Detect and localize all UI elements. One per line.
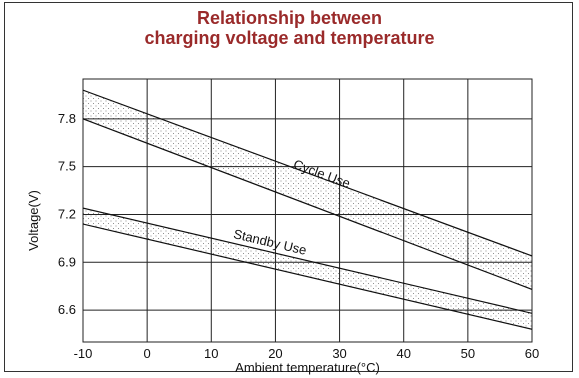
series-line-standby-use-upper [83, 207, 532, 314]
chart-title-line2: charging voltage and temperature [144, 28, 435, 48]
band-fill-standby-use [83, 208, 532, 330]
chart-title: Relationship between charging voltage an… [0, 8, 579, 48]
y-tick-label: 7.8 [58, 111, 76, 126]
x-axis-label: Ambient temperature(°C) [235, 360, 380, 375]
x-tick-label: 40 [396, 346, 410, 361]
series-line-cycle-use-upper [83, 89, 532, 257]
chart-title-line1: Relationship between [196, 8, 383, 28]
x-tick-label: 30 [332, 346, 346, 361]
band-fill-cycle-use [83, 90, 532, 290]
y-tick-label: 6.9 [58, 254, 76, 269]
y-axis-label: Voltage(V) [26, 190, 41, 251]
y-tick-label: 7.5 [58, 159, 76, 174]
plot-border [82, 78, 533, 343]
x-tick-label: 50 [461, 346, 475, 361]
y-tick-label: 6.6 [58, 302, 76, 317]
x-tick-label: 10 [204, 346, 218, 361]
x-tick-label: 60 [525, 346, 539, 361]
series-line-standby-use-lower [83, 223, 532, 330]
y-tick-label: 7.2 [58, 206, 76, 221]
x-tick-label: 0 [144, 346, 151, 361]
series-line-cycle-use-lower [83, 118, 532, 290]
x-tick-label: -10 [74, 346, 93, 361]
x-tick-label: 20 [268, 346, 282, 361]
